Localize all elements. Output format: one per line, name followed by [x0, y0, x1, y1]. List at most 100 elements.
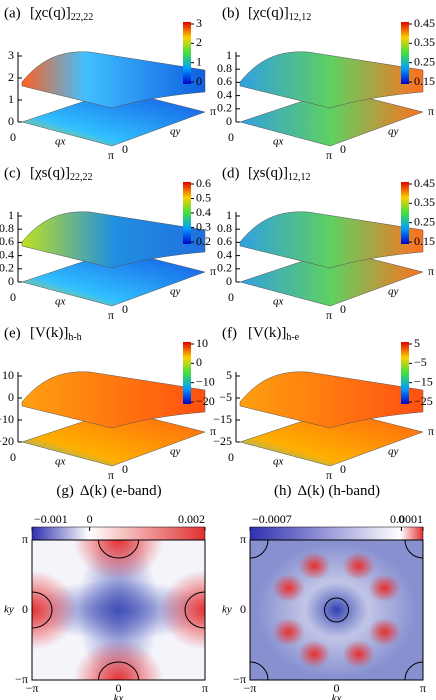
title-subscript: h-h	[68, 332, 81, 343]
x-axis-text: qx	[273, 296, 284, 308]
map-blob	[342, 640, 375, 668]
panel-title: [V(k)]h-e	[248, 325, 300, 343]
panel-label: (d)	[222, 165, 240, 181]
surface-panel: (c) [χs(q)]22,2200.20.40.60.810.20.30.40.…	[0, 165, 216, 321]
colorbar-tick-label: 0.25	[414, 214, 435, 228]
z-tick-label: 3	[8, 48, 14, 62]
y-axis-text: 0	[340, 302, 346, 316]
map-blob	[73, 640, 164, 680]
y-axis-text: qy	[170, 446, 181, 458]
x-tick-label: 0	[116, 681, 122, 695]
y-axis-text: qy	[388, 126, 399, 138]
z-tick-label: 0	[8, 274, 14, 288]
x-axis-text: qx	[55, 296, 66, 308]
contour	[98, 540, 139, 559]
colorbar-tick-label: 0.5	[196, 190, 211, 204]
z-tick-label: 5	[226, 368, 232, 382]
title-subscript: 22,22	[70, 172, 93, 183]
z-tick-label: 1	[226, 48, 232, 62]
panel-label: (h)	[274, 483, 292, 499]
map-area	[250, 540, 423, 680]
map-panel: (h) Δ(k) (h-band)−0.0007 00.0001−π 0 π−π0πkx…	[222, 483, 426, 700]
colorbar-tick-label: 0.4	[196, 205, 211, 219]
panel-label: (b)	[222, 5, 240, 21]
panel-title: [χs(q)]22,22	[30, 165, 92, 183]
map-panel: (g) Δ(k) (e-band) −0.001 0 0.002 −π 0 π −π 0 π kx ky	[4, 483, 208, 700]
z-tick-label: 0.8	[217, 61, 232, 75]
colorbar	[183, 22, 191, 84]
colorbar-tick-label: 0.25	[414, 54, 435, 68]
map-blob	[368, 574, 401, 602]
z-tick-label: 0.6	[217, 74, 232, 88]
colorbar-tick-label: 0.45	[414, 176, 435, 190]
x-tick-label: π	[420, 681, 426, 695]
x-axis-text: qx	[273, 136, 284, 148]
map-blob	[32, 580, 205, 640]
colorbar-tick-label: 0	[398, 512, 404, 526]
map-frame	[249, 539, 424, 681]
x-tick-label: 0	[334, 681, 340, 695]
title-subscript: h-e	[286, 332, 299, 343]
y-axis-text: π	[428, 424, 434, 438]
x-axis-text: π	[108, 148, 114, 162]
title-main: [V(k)]	[30, 325, 68, 341]
panel-label: (f)	[222, 325, 237, 341]
z-tick-label: 0.4	[217, 87, 232, 101]
z-tick-label: 0.8	[0, 221, 14, 235]
y-axis-text: π	[210, 424, 216, 438]
colorbar-tick-label: 0.15	[414, 234, 435, 248]
colorbar-tick-label: 0.6	[196, 176, 211, 190]
colorbar-tick-label: −0.0007	[252, 512, 292, 526]
y-label: ky	[4, 604, 14, 616]
top-surface	[21, 371, 206, 429]
z-tick-label: 0.6	[217, 234, 232, 248]
z-tick-label: 0	[226, 114, 232, 128]
colorbar-tick-label: −25	[414, 394, 433, 408]
colorbar-tick-label: −5	[414, 355, 427, 369]
z-tick-label: −25	[213, 434, 232, 448]
y-axis-text: 0	[340, 462, 346, 476]
colorbar	[183, 182, 191, 244]
y-axis-text: qy	[388, 446, 399, 458]
y-tick-label: 0	[240, 602, 246, 616]
z-tick-label: 0.4	[217, 247, 232, 261]
panel-label: (e)	[4, 325, 21, 341]
colorbar-tick-label: 0	[196, 74, 202, 88]
colorbar	[401, 182, 409, 244]
map-frame	[31, 539, 206, 681]
title-text: Δ(k) (h-band)	[297, 483, 380, 499]
x-axis-text: qx	[55, 456, 66, 468]
map-area	[32, 540, 205, 680]
x-axis-text: 0	[10, 450, 16, 464]
colorbar-tick-label: 0.35	[414, 195, 435, 209]
surface-panel: (b) [χc(q)]12,1200.20.40.60.810.150.250.3…	[217, 5, 435, 161]
title-text: Δ(k) (e-band)	[80, 483, 162, 499]
surface-panel: (d) [χs(q)]12,1200.20.40.60.810.150.250.3…	[217, 165, 435, 321]
colorbar-tick-label: 0	[87, 512, 93, 526]
map-blob	[272, 618, 305, 646]
z-tick-label: −15	[213, 412, 232, 426]
z-tick-label: −5	[219, 390, 232, 404]
panel-label: (a)	[4, 5, 21, 21]
panel-title: [χc(q)]12,12	[248, 5, 311, 23]
colorbar-tick-label: 0.2	[196, 234, 211, 248]
z-tick-label: 0.2	[217, 261, 232, 275]
colorbar	[183, 342, 191, 404]
colorbar-tick-label: −15	[414, 374, 433, 388]
y-tick-label: 0	[22, 602, 28, 616]
colorbar-tick-label: 10	[196, 336, 208, 350]
y-axis-text: 0	[340, 142, 346, 156]
y-axis-text: qy	[388, 286, 399, 298]
title-main: [χs(q)]	[248, 165, 288, 181]
x-tick-label: π	[202, 681, 208, 695]
top-surface	[21, 51, 206, 109]
y-axis-text: qy	[170, 286, 181, 298]
colorbar	[31, 526, 206, 541]
z-tick-label: 0.2	[217, 101, 232, 115]
y-axis-text: π	[210, 104, 216, 118]
x-axis-text: 0	[228, 130, 234, 144]
map-blob	[32, 570, 77, 650]
z-tick-label: 0	[8, 114, 14, 128]
